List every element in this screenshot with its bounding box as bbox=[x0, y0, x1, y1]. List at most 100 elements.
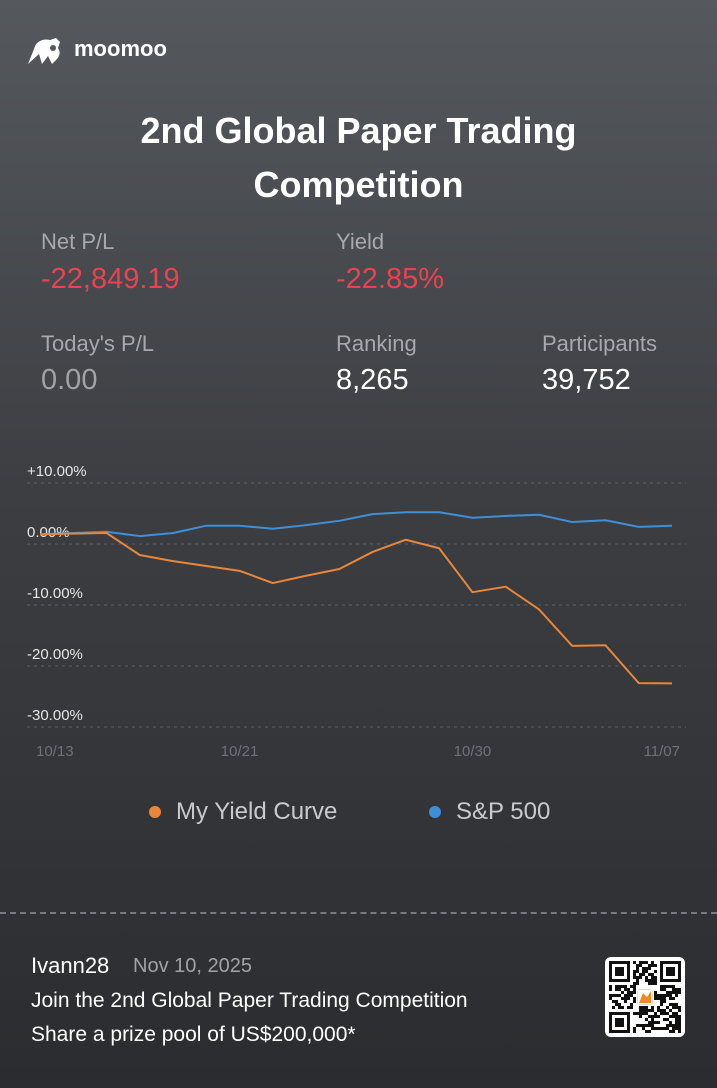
qr-cell bbox=[642, 970, 645, 973]
qr-cell bbox=[663, 985, 666, 988]
qr-cell bbox=[660, 1000, 663, 1003]
qr-cell bbox=[675, 988, 678, 991]
qr-cell bbox=[609, 997, 612, 1000]
qr-cell bbox=[609, 994, 612, 997]
qr-cell bbox=[654, 970, 657, 973]
qr-cell bbox=[678, 1030, 681, 1033]
qr-cell bbox=[618, 1003, 621, 1006]
username: Ivann28 bbox=[31, 953, 110, 978]
qr-cell bbox=[633, 982, 636, 985]
qr-cell bbox=[648, 964, 651, 967]
qr-cell bbox=[624, 1000, 627, 1003]
qr-cell bbox=[609, 985, 612, 988]
qr-cell bbox=[678, 1024, 681, 1027]
qr-cell bbox=[651, 1027, 654, 1030]
qr-cell bbox=[639, 973, 642, 976]
qr-cell bbox=[645, 1012, 648, 1015]
qr-cell bbox=[645, 979, 648, 982]
qr-cell bbox=[654, 991, 657, 994]
qr-cell bbox=[624, 985, 627, 988]
series-line bbox=[39, 532, 673, 685]
qr-cell bbox=[678, 991, 681, 994]
qr-cell bbox=[675, 1027, 678, 1030]
qr-cell bbox=[645, 976, 648, 979]
qr-cell bbox=[612, 994, 615, 997]
qr-cell bbox=[654, 994, 657, 997]
qr-cell bbox=[654, 964, 657, 967]
qr-cell bbox=[651, 1015, 654, 1018]
qr-cell bbox=[633, 1000, 636, 1003]
qr-cell bbox=[630, 1003, 633, 1006]
qr-cell bbox=[657, 994, 660, 997]
qr-cell bbox=[615, 1000, 618, 1003]
qr-code bbox=[605, 957, 685, 1037]
qr-cell bbox=[651, 976, 654, 979]
qr-cell bbox=[630, 1006, 633, 1009]
qr-cell bbox=[672, 1003, 675, 1006]
qr-cell bbox=[654, 982, 657, 985]
qr-cell bbox=[615, 988, 618, 991]
date: Nov 10, 2025 bbox=[133, 955, 252, 977]
qr-cell bbox=[648, 973, 651, 976]
brand-logo bbox=[28, 38, 60, 64]
qr-cell bbox=[669, 985, 672, 988]
qr-cell bbox=[654, 1027, 657, 1030]
qr-cell bbox=[657, 1015, 660, 1018]
qr-cell bbox=[636, 979, 639, 982]
qr-cell bbox=[669, 997, 672, 1000]
stat-value: 8,265 bbox=[336, 364, 409, 396]
qr-cell bbox=[675, 1015, 678, 1018]
qr-cell bbox=[678, 988, 681, 991]
qr-cell bbox=[615, 994, 618, 997]
qr-cell bbox=[639, 976, 642, 979]
qr-cell bbox=[669, 991, 672, 994]
qr-cell bbox=[642, 1006, 645, 1009]
qr-cell bbox=[618, 1006, 621, 1009]
qr-cell bbox=[651, 982, 654, 985]
qr-cell bbox=[672, 997, 675, 1000]
stat-value: 39,752 bbox=[542, 364, 631, 396]
qr-cell bbox=[639, 964, 642, 967]
qr-cell bbox=[612, 1006, 615, 1009]
qr-cell bbox=[621, 1006, 624, 1009]
qr-cell bbox=[621, 991, 624, 994]
qr-cell bbox=[651, 1021, 654, 1024]
qr-cell bbox=[660, 997, 663, 1000]
qr-cell bbox=[645, 1018, 648, 1021]
qr-cell bbox=[612, 1000, 615, 1003]
qr-cell bbox=[651, 973, 654, 976]
qr-cell bbox=[675, 1003, 678, 1006]
stat-value: 0.00 bbox=[41, 364, 98, 396]
qr-cell bbox=[636, 964, 639, 967]
brand-name: moomoo bbox=[74, 36, 167, 61]
qr-cell bbox=[639, 961, 642, 964]
qr-cell bbox=[651, 1006, 654, 1009]
qr-cell bbox=[672, 1006, 675, 1009]
qr-cell bbox=[678, 1027, 681, 1030]
qr-cell bbox=[666, 1024, 669, 1027]
qr-cell bbox=[630, 985, 633, 988]
y-tick-label: +10.00% bbox=[27, 463, 87, 480]
qr-cell bbox=[639, 1009, 642, 1012]
qr-cell bbox=[636, 982, 639, 985]
qr-cell bbox=[651, 1009, 654, 1012]
qr-cell bbox=[669, 1024, 672, 1027]
qr-cell bbox=[648, 982, 651, 985]
y-tick-label: -30.00% bbox=[27, 707, 83, 724]
qr-cell bbox=[627, 994, 630, 997]
qr-cell bbox=[624, 988, 627, 991]
qr-cell bbox=[672, 988, 675, 991]
qr-cell bbox=[654, 1012, 657, 1015]
qr-cell bbox=[663, 997, 666, 1000]
qr-cell bbox=[633, 1027, 636, 1030]
qr-cell bbox=[654, 997, 657, 1000]
qr-cell bbox=[639, 1012, 642, 1015]
qr-cell bbox=[642, 967, 645, 970]
qr-cell bbox=[645, 1030, 648, 1033]
qr-cell bbox=[639, 1024, 642, 1027]
qr-cell bbox=[627, 991, 630, 994]
qr-cell bbox=[669, 1003, 672, 1006]
qr-cell bbox=[657, 1009, 660, 1012]
qr-cell bbox=[654, 979, 657, 982]
